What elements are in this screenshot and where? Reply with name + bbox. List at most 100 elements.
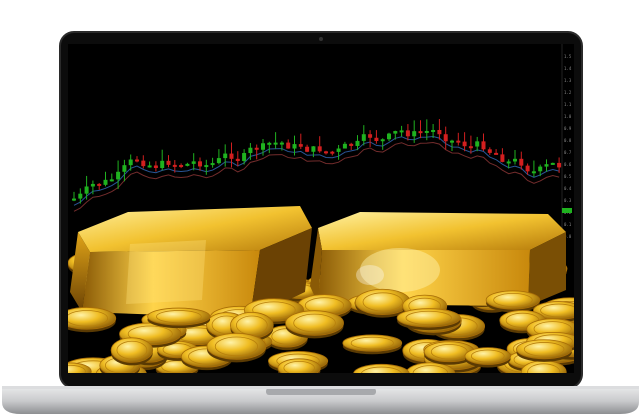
candle	[368, 130, 373, 148]
coin-pile-front	[68, 288, 574, 373]
candle	[261, 138, 265, 156]
scale-tick-label: 0.7	[564, 150, 572, 155]
candle	[172, 160, 177, 173]
scale-tick-label: 0.0	[564, 234, 572, 239]
candle	[109, 173, 114, 182]
gold-coin	[520, 360, 567, 373]
candle	[342, 141, 347, 149]
gold-bar-left	[70, 206, 312, 318]
candle	[242, 149, 247, 165]
candle	[254, 144, 259, 160]
laptop-notch	[266, 388, 376, 395]
scale-tick-label: 0.3	[564, 198, 572, 203]
scale-tick-label: 1.1	[564, 102, 572, 107]
candle	[179, 163, 184, 169]
candle	[311, 146, 316, 158]
candle	[405, 124, 410, 141]
gold-coin	[354, 288, 411, 318]
candle	[292, 135, 297, 156]
candle	[298, 133, 303, 150]
scale-tick-label: 0.1	[564, 222, 572, 227]
candle	[324, 150, 328, 155]
screen: 1.5 1.4 1.3 1.2 1.1 1.0 0.9 0.8 0.7 0.6 0.5 0.4 0.3 0…	[68, 44, 574, 373]
candle	[399, 125, 404, 137]
candle	[103, 171, 108, 187]
scale-tick-label: 1.5	[564, 54, 572, 59]
candle	[450, 139, 454, 152]
gold-coin	[353, 363, 410, 373]
candle	[538, 164, 543, 177]
scale-tick-label: 0.8	[564, 138, 572, 143]
candle	[462, 132, 467, 152]
candle	[336, 144, 341, 160]
candle	[235, 151, 240, 167]
candle	[185, 162, 190, 167]
candle	[72, 191, 76, 202]
scale-tick-label: 1.3	[564, 78, 572, 83]
candle	[147, 161, 152, 168]
scale-tick-label: 1.0	[564, 114, 572, 119]
candle	[550, 162, 555, 165]
scale-tick-label: 1.4	[564, 66, 572, 71]
candle	[273, 132, 278, 149]
candle	[412, 120, 417, 143]
candle	[248, 143, 253, 160]
candle	[349, 142, 354, 151]
scale-tick-label: 0.4	[564, 186, 572, 191]
candle	[135, 156, 139, 163]
webcam-icon	[319, 37, 323, 41]
gold-coin	[464, 347, 512, 368]
candle	[116, 160, 121, 190]
candle	[204, 159, 209, 175]
candle	[387, 132, 391, 142]
candle	[475, 136, 480, 152]
candle	[330, 150, 335, 156]
candle	[437, 119, 442, 140]
gold-coin	[342, 334, 403, 355]
candlestick-chart	[72, 119, 562, 204]
scale-tick-label: 1.2	[564, 90, 572, 95]
candle	[229, 142, 234, 168]
gold-coin	[277, 358, 321, 373]
candle	[513, 149, 517, 165]
candle	[128, 154, 133, 171]
candle	[210, 157, 215, 168]
laptop-base	[2, 388, 639, 414]
candle	[519, 151, 524, 170]
candle	[286, 139, 291, 149]
gold-coin	[396, 308, 461, 331]
candle	[418, 120, 423, 139]
candle	[267, 141, 272, 154]
candle	[424, 119, 429, 141]
candle	[374, 130, 379, 144]
candle	[317, 136, 322, 153]
moving-average-lines	[73, 135, 560, 212]
ma-line-red	[73, 141, 560, 212]
candle	[500, 148, 505, 163]
current-price-marker	[562, 208, 572, 213]
candle	[506, 159, 511, 169]
gold-coin	[516, 339, 573, 362]
gold-scene	[68, 206, 574, 373]
candle	[90, 180, 95, 195]
scale-tick-label: 0.6	[564, 162, 572, 167]
price-scale: 1.5 1.4 1.3 1.2 1.1 1.0 0.9 0.8 0.7 0.6 0.5 0.4 0.3 0…	[561, 44, 572, 240]
gold-coin	[206, 332, 267, 363]
candle	[122, 159, 127, 182]
candle	[557, 157, 562, 173]
scale-tick-label: 0.5	[564, 174, 572, 179]
candle	[487, 147, 492, 155]
candle	[84, 175, 89, 200]
candle	[97, 183, 102, 190]
candle	[141, 155, 146, 169]
candle	[481, 133, 486, 151]
candle	[361, 125, 366, 146]
gold-coin	[423, 341, 475, 365]
candle	[160, 149, 165, 171]
candle	[279, 141, 284, 151]
gold-coin	[68, 362, 92, 373]
candle	[305, 144, 310, 153]
scale-tick-label: 0.9	[564, 126, 572, 131]
gold-coin	[485, 290, 541, 313]
